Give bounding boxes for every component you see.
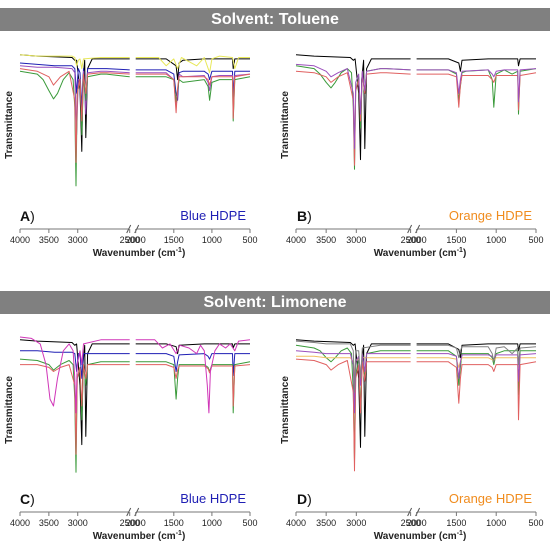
x-tick-label: 500 bbox=[242, 518, 257, 528]
x-tick-label: 3000 bbox=[346, 235, 366, 245]
y-axis-label: Transmittance bbox=[280, 91, 291, 159]
x-tick-label: 3500 bbox=[39, 518, 59, 528]
spectrum-line-6-low bbox=[416, 344, 537, 366]
panel-letter: A) bbox=[20, 208, 35, 224]
spectrum-line-6-high bbox=[295, 340, 411, 393]
x-tick-label: 2000 bbox=[407, 235, 427, 245]
x-tick-label: 2000 bbox=[126, 235, 146, 245]
x-tick-label: 4000 bbox=[10, 235, 30, 245]
spectrum-line-5-high bbox=[19, 336, 130, 414]
x-tick-label: 3500 bbox=[316, 235, 336, 245]
spectrum-line-4-low bbox=[416, 68, 537, 103]
x-tick-label: 1500 bbox=[164, 518, 184, 528]
x-tick-label: 1500 bbox=[164, 235, 184, 245]
x-tick-label: 2500 bbox=[120, 518, 140, 528]
spectrum-line-6-high bbox=[19, 54, 130, 70]
x-tick-label: 2500 bbox=[120, 235, 140, 245]
spectrum-line-4-low bbox=[135, 364, 251, 407]
panel-letter: D) bbox=[297, 491, 312, 507]
spectrum-line-1-low bbox=[416, 58, 536, 72]
x-axis-label: Wavenumber (cm-1) bbox=[93, 247, 186, 259]
spectrum-line-5-low bbox=[135, 339, 251, 414]
x-tick-label: 500 bbox=[528, 235, 543, 245]
banner-solvent-toluene: Solvent: Toluene bbox=[0, 8, 550, 31]
x-tick-label: 2000 bbox=[407, 518, 427, 528]
spectrum-line-2-high bbox=[20, 350, 130, 379]
x-tick-label: 1500 bbox=[446, 518, 466, 528]
sample-label: Blue HDPE bbox=[180, 491, 246, 506]
banner-solvent-limonene: Solvent: Limonene bbox=[0, 291, 550, 314]
spectrum-line-2-high bbox=[19, 62, 130, 108]
sample-label: Orange HDPE bbox=[449, 208, 532, 223]
sample-label: Orange HDPE bbox=[449, 491, 532, 506]
axis-break-mark bbox=[126, 224, 132, 234]
x-tick-label: 1000 bbox=[202, 235, 222, 245]
x-tick-label: 1500 bbox=[446, 235, 466, 245]
x-tick-label: 2500 bbox=[401, 235, 421, 245]
x-axis-label: Wavenumber (cm-1) bbox=[93, 530, 186, 542]
x-axis-label: Wavenumber (cm-1) bbox=[374, 247, 467, 259]
x-tick-label: 4000 bbox=[286, 518, 306, 528]
x-tick-label: 1000 bbox=[486, 235, 506, 245]
axis-break-mark bbox=[407, 224, 413, 234]
panel-letter: C) bbox=[20, 491, 35, 507]
spectrum-line-5-high bbox=[19, 68, 130, 163]
x-tick-label: 500 bbox=[242, 235, 257, 245]
spectrum-line-3-low bbox=[416, 361, 537, 421]
x-tick-label: 3500 bbox=[39, 235, 59, 245]
y-axis-label: Transmittance bbox=[4, 376, 15, 444]
spectrum-line-6-low bbox=[135, 55, 250, 74]
x-tick-label: 3000 bbox=[346, 518, 366, 528]
spectrum-line-5-low bbox=[416, 353, 537, 382]
spectrum-line-3-high bbox=[295, 70, 411, 166]
x-tick-label: 1000 bbox=[486, 518, 506, 528]
axis-break-mark bbox=[407, 507, 413, 517]
x-tick-label: 3500 bbox=[316, 518, 336, 528]
panel-letter: B) bbox=[297, 208, 312, 224]
x-tick-label: 2000 bbox=[126, 518, 146, 528]
x-tick-label: 4000 bbox=[10, 518, 30, 528]
x-tick-label: 4000 bbox=[286, 235, 306, 245]
x-tick-label: 3000 bbox=[68, 235, 88, 245]
spectrum-line-4-high bbox=[295, 63, 411, 150]
x-tick-label: 2500 bbox=[401, 518, 421, 528]
sample-label: Blue HDPE bbox=[180, 208, 246, 223]
axis-break-mark bbox=[126, 507, 132, 517]
x-tick-label: 1000 bbox=[202, 518, 222, 528]
y-axis-label: Transmittance bbox=[4, 91, 15, 159]
x-tick-label: 3000 bbox=[68, 518, 88, 528]
y-axis-label: Transmittance bbox=[280, 376, 291, 444]
x-tick-label: 500 bbox=[528, 518, 543, 528]
spectrum-line-5-low bbox=[135, 73, 251, 119]
x-axis-label: Wavenumber (cm-1) bbox=[374, 530, 467, 542]
